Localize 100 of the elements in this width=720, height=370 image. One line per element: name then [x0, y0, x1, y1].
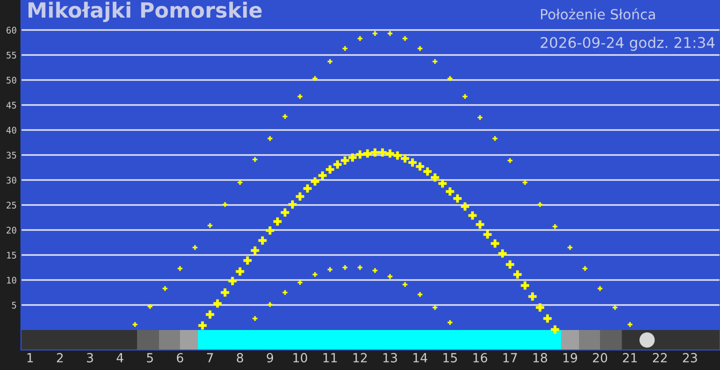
- point: [326, 165, 334, 174]
- point: [372, 268, 378, 273]
- point: [303, 184, 312, 193]
- point: [282, 114, 288, 119]
- point: [310, 177, 320, 186]
- x-tick-label: 9: [266, 353, 274, 362]
- point: [446, 187, 454, 196]
- point: [312, 76, 318, 81]
- point: [333, 160, 342, 169]
- point: [453, 194, 462, 203]
- point: [388, 274, 392, 279]
- point: [342, 265, 348, 270]
- point: [522, 180, 528, 185]
- x-tick-label: 18: [533, 353, 548, 362]
- x-tick-label: 15: [443, 353, 457, 362]
- point: [372, 31, 378, 36]
- point: [402, 36, 408, 41]
- point: [328, 267, 332, 272]
- x-tick-label: 5: [146, 353, 153, 362]
- point: [478, 115, 482, 120]
- point: [192, 245, 198, 250]
- point: [552, 224, 558, 229]
- point: [258, 236, 267, 245]
- point: [378, 148, 387, 157]
- x-tick-label: 1: [27, 353, 33, 362]
- point: [348, 153, 357, 162]
- point: [282, 290, 288, 295]
- point: [220, 288, 230, 297]
- point: [273, 217, 282, 226]
- point: [312, 272, 318, 277]
- point: [162, 286, 168, 291]
- point: [448, 320, 452, 325]
- point: [490, 239, 500, 248]
- point: [252, 316, 258, 321]
- x-tick-label: 16: [473, 353, 488, 362]
- point: [418, 292, 422, 297]
- point: [388, 31, 392, 36]
- point: [358, 36, 362, 41]
- point: [492, 136, 498, 141]
- point: [520, 281, 530, 290]
- y-tick-label: 55: [6, 52, 16, 59]
- point: [198, 321, 207, 330]
- point: [400, 154, 410, 163]
- point: [639, 332, 655, 348]
- point: [296, 192, 304, 201]
- point: [513, 270, 522, 279]
- point: [468, 211, 477, 220]
- point: [250, 246, 260, 255]
- chart-subtitle: Położenie Słońca: [541, 8, 655, 20]
- point: [298, 94, 302, 99]
- point: [358, 265, 362, 270]
- point: [476, 220, 484, 229]
- point: [543, 314, 552, 323]
- point: [208, 223, 212, 228]
- point: [536, 303, 544, 312]
- y-tick-label: 40: [6, 126, 16, 134]
- point: [393, 151, 402, 160]
- x-tick-label: 12: [353, 353, 367, 362]
- x-tick-label: 4: [116, 353, 124, 362]
- point: [280, 208, 290, 217]
- point: [460, 202, 470, 211]
- x-tick-label: 10: [293, 353, 308, 362]
- point: [483, 230, 492, 239]
- y-tick-label: 10: [7, 276, 16, 284]
- point: [402, 282, 408, 287]
- point: [356, 150, 364, 159]
- x-tick-label: 7: [207, 353, 213, 362]
- y-tick-label: 35: [6, 152, 16, 159]
- point: [448, 76, 452, 81]
- point: [340, 156, 350, 165]
- point: [148, 304, 152, 309]
- point: [418, 46, 422, 51]
- point: [423, 167, 432, 176]
- x-tick-label: 3: [86, 353, 93, 362]
- x-tick-label: 6: [176, 353, 184, 362]
- point: [243, 256, 252, 265]
- point: [538, 202, 542, 207]
- point: [550, 325, 560, 334]
- chart-title: Mikołajki Pomorskie: [28, 2, 262, 22]
- x-tick-label: 23: [682, 353, 697, 362]
- point: [612, 305, 618, 310]
- x-tick-label: 22: [652, 353, 667, 362]
- point: [508, 158, 512, 163]
- point: [438, 179, 447, 188]
- point: [528, 292, 537, 301]
- point: [582, 266, 588, 271]
- point: [132, 322, 138, 327]
- point: [498, 249, 507, 258]
- x-tick-label: 21: [622, 353, 637, 362]
- point: [462, 94, 468, 99]
- point: [363, 149, 372, 158]
- point: [288, 200, 297, 209]
- point: [628, 322, 632, 327]
- point: [222, 202, 228, 207]
- point: [598, 286, 602, 291]
- x-tick-label: 17: [503, 353, 517, 362]
- point: [178, 266, 182, 271]
- point: [430, 173, 440, 182]
- point: [506, 260, 514, 269]
- y-tick-label: 15: [7, 252, 16, 259]
